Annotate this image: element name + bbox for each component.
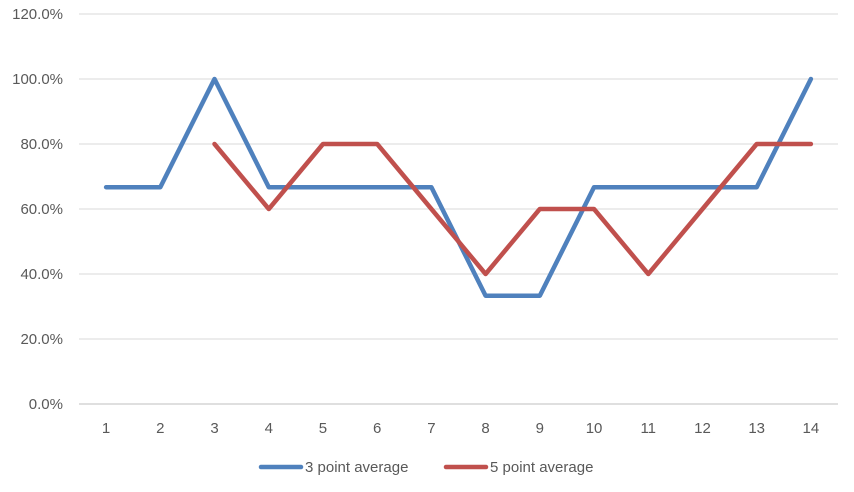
x-tick-label: 4: [265, 420, 273, 437]
x-tick-label: 6: [373, 420, 381, 437]
legend-label: 5 point average: [490, 459, 593, 476]
x-tick-label: 7: [427, 420, 435, 437]
x-tick-label: 3: [210, 420, 218, 437]
y-axis-tick-labels: 0.0% 20.0% 40.0% 60.0% 80.0% 100.0% 120.0%: [12, 6, 63, 413]
x-tick-label: 1: [102, 420, 110, 437]
legend-label: 3 point average: [305, 459, 408, 476]
y-tick-label: 40.0%: [20, 266, 63, 283]
x-tick-label: 14: [803, 420, 820, 437]
series-lines: [103, 76, 814, 299]
y-tick-label: 0.0%: [29, 396, 63, 413]
x-tick-label: 9: [536, 420, 544, 437]
y-tick-label: 20.0%: [20, 331, 63, 348]
gridlines: [79, 13, 838, 405]
series-line-2: [212, 141, 814, 277]
y-tick-label: 100.0%: [12, 71, 63, 88]
y-tick-label: 120.0%: [12, 6, 63, 23]
legend: 3 point average 5 point average: [258, 459, 593, 476]
x-tick-label: 11: [640, 420, 656, 437]
x-tick-label: 10: [586, 420, 603, 437]
x-tick-label: 8: [481, 420, 489, 437]
x-tick-label: 5: [319, 420, 327, 437]
y-tick-label: 60.0%: [20, 201, 63, 218]
x-tick-label: 2: [156, 420, 164, 437]
y-tick-label: 80.0%: [20, 136, 63, 153]
series-line-1: [103, 76, 814, 299]
x-axis-tick-labels: 1 2 3 4 5 6 7 8 9 10 11 12 13 14: [102, 420, 819, 437]
x-tick-label: 12: [694, 420, 711, 437]
x-tick-label: 13: [748, 420, 765, 437]
